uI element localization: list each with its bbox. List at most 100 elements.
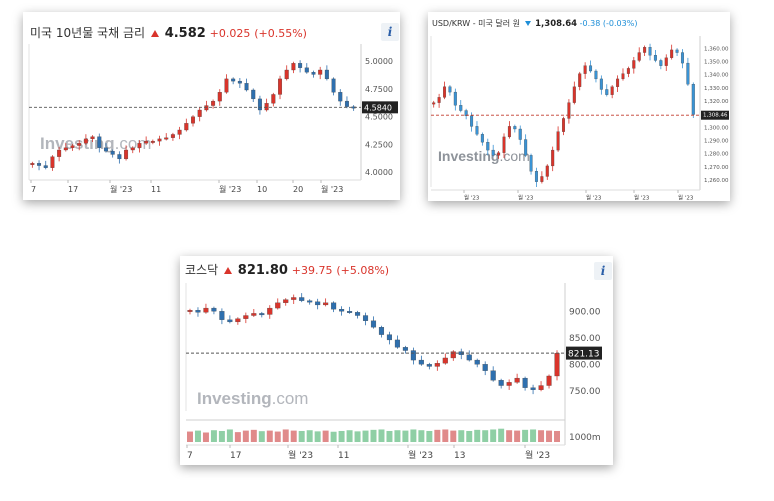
usdkrw-change: -0.38 <box>579 19 601 28</box>
volume-bar <box>354 431 361 442</box>
down-arrow-icon <box>524 21 531 26</box>
info-icon[interactable]: i <box>594 262 612 280</box>
volume-bar <box>426 430 433 442</box>
usdkrw-chart[interactable]: 1,360.00 1,350.00 1,340.00 1,330.00 1,320.00… <box>428 12 730 201</box>
candle-body <box>538 385 544 390</box>
volume-bar <box>490 429 497 442</box>
candle-body <box>443 86 447 98</box>
volume-bar <box>554 430 561 442</box>
volume-bar <box>410 429 417 442</box>
candle-body <box>237 80 242 84</box>
y-tick-label: 4.7500 <box>365 85 393 94</box>
candle-body <box>264 103 269 111</box>
candle-body <box>130 147 135 151</box>
candle-body <box>217 92 222 102</box>
candle-body <box>378 327 385 335</box>
y-tick-label: 1,330.00 <box>704 86 729 92</box>
candle-body <box>534 171 538 182</box>
candle-body <box>434 363 440 367</box>
us10y-price: 4.582 <box>164 26 206 41</box>
candle-body <box>90 136 95 140</box>
candle-body <box>150 140 155 143</box>
candle-body <box>530 387 536 390</box>
candle-body <box>271 94 276 104</box>
x-tick-label: 10 <box>257 185 267 194</box>
candle-body <box>195 310 201 313</box>
x-tick-label: 월 '23 <box>219 184 241 194</box>
candle-body <box>97 136 102 148</box>
x-tick-label: 7 <box>187 451 193 461</box>
candle-body <box>410 350 416 361</box>
y-tick-label: 1,290.00 <box>704 139 729 145</box>
usdkrw-header: USD/KRW - 미국 달러 원 1,308.64 -0.38 (-0.03%… <box>432 18 637 29</box>
us10y-title: 미국 10년물 국채 금리 <box>30 26 146 40</box>
candle-body <box>466 354 472 361</box>
last-price-tag-label: 821.13 <box>568 350 600 360</box>
volume-bar <box>266 430 273 442</box>
kosdaq-header: 코스닥 821.80 +39.75 (+5.08%) <box>185 261 389 278</box>
candle-body <box>299 297 305 301</box>
candle-body <box>57 149 62 157</box>
candle-body <box>251 313 257 316</box>
candle-body <box>402 347 408 351</box>
x-tick-label: 17 <box>230 451 241 461</box>
volume-bar <box>322 430 329 442</box>
candle-body <box>77 143 82 146</box>
candle-body <box>567 102 571 119</box>
candle-body <box>323 302 329 306</box>
candle-body <box>459 105 463 111</box>
volume-bar <box>418 430 425 442</box>
info-icon[interactable]: i <box>381 23 399 41</box>
candle-body <box>626 68 630 74</box>
candle-body <box>137 143 142 148</box>
candle-body <box>284 69 289 80</box>
us10y-chart[interactable]: 5.0000 4.7500 4.5000 4.2500 4.0000 4.5840 7 17 월… <box>23 12 400 200</box>
kosdaq-chart[interactable]: 900.00 850.00 800.00 750.00 821.13 7 17 월 '23 11… <box>180 256 613 465</box>
volume-bar <box>474 429 481 442</box>
usdkrw-title: USD/KRW - 미국 달러 원 <box>432 19 521 28</box>
candle-body <box>124 149 129 160</box>
y-tick-label: 750.00 <box>569 387 601 397</box>
candle-body <box>235 318 241 323</box>
candle-body <box>43 165 48 168</box>
candle-body <box>621 73 625 80</box>
volume-bar <box>450 430 457 442</box>
candle-body <box>354 312 361 316</box>
y-tick-label: 900.00 <box>569 307 601 317</box>
volume-bar <box>370 429 377 442</box>
candle-body <box>432 102 436 105</box>
kosdaq-title: 코스닥 <box>185 263 219 277</box>
candle-body <box>331 78 336 93</box>
candle-body <box>304 67 309 73</box>
last-price-tag <box>566 346 602 360</box>
volume-bar <box>402 430 409 442</box>
candle-body <box>157 138 162 142</box>
candle-body <box>513 126 517 130</box>
candle-body <box>117 154 122 160</box>
volume-bar <box>378 429 385 442</box>
y-tick-label: 4.2500 <box>365 140 393 149</box>
candle-body <box>522 377 528 388</box>
candle-body <box>556 131 560 151</box>
candle-body <box>551 149 555 167</box>
volume-bar <box>434 429 441 442</box>
volume-bar <box>386 430 393 442</box>
candle-body <box>291 63 296 71</box>
candle-body <box>370 320 377 328</box>
candle-body <box>291 297 297 300</box>
x-tick-label: 11 <box>338 451 349 461</box>
candle-body <box>251 89 256 100</box>
candle-body <box>561 118 566 132</box>
x-tick-label: 월 '23 <box>525 449 550 461</box>
volume-bar <box>258 431 265 442</box>
usdkrw-panel: USD/KRW - 미국 달러 원 1,308.64 -0.38 (-0.03%… <box>428 12 730 201</box>
kosdaq-panel: 코스닥 821.80 +39.75 (+5.08%) i Investing.c… <box>180 256 613 465</box>
volume-bar <box>546 430 553 442</box>
candle-body <box>475 126 479 135</box>
candle-body <box>453 91 457 106</box>
y-tick-label: 850.00 <box>569 334 601 344</box>
investing-watermark: Investing.com <box>438 148 530 164</box>
candle-body <box>184 123 189 131</box>
candle-body <box>506 382 512 386</box>
volume-bar <box>218 430 225 442</box>
